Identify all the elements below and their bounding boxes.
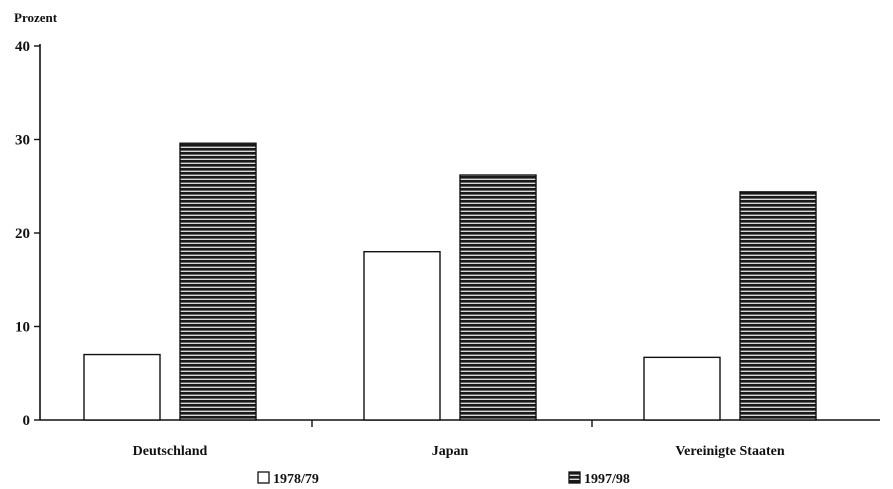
bar-series1-deutschland [83,353,161,421]
bar-series1-vereinigte-staaten [643,356,721,421]
legend-swatch [568,471,581,484]
bar-series2-vereinigte-staaten [739,191,817,421]
bar-series1-japan [363,250,441,421]
legend: 1978/79 1997/98 [257,471,630,487]
category-label: Vereinigte Staaten [675,444,784,459]
y-tick-label: 30 [15,133,30,149]
y-axis-label: Prozent [14,10,58,25]
legend-swatch [257,471,270,484]
y-ticks: 0 10 20 30 40 [15,39,40,429]
y-tick-label: 10 [15,320,30,336]
y-tick-label: 40 [15,39,30,55]
legend-label: 1978/79 [273,472,319,487]
category-label: Japan [432,444,469,459]
category-label: Deutschland [133,444,208,459]
bar-series2-japan [459,174,537,421]
bar-series2-deutschland [179,142,257,421]
bars [83,142,817,421]
y-tick-label: 0 [23,413,31,429]
y-tick-label: 20 [15,226,30,242]
category-labels: Deutschland Japan Vereinigte Staaten [133,444,785,459]
legend-label: 1997/98 [584,472,630,487]
